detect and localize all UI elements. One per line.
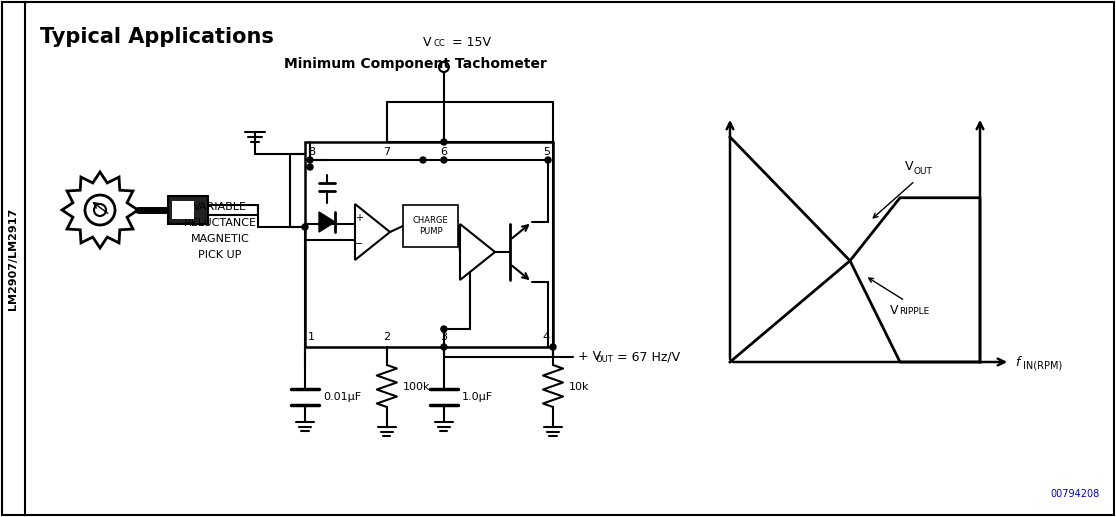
Text: f: f	[1014, 356, 1019, 369]
Circle shape	[441, 344, 446, 350]
Text: VARIABLE: VARIABLE	[193, 202, 247, 212]
Text: CC: CC	[434, 39, 445, 49]
Text: OUT: OUT	[914, 167, 933, 176]
Text: 8: 8	[308, 147, 315, 157]
Text: 10k: 10k	[569, 382, 589, 392]
Circle shape	[441, 326, 446, 332]
Bar	[172, 201, 194, 219]
Text: Minimum Component Tachometer: Minimum Component Tachometer	[283, 57, 547, 71]
Bar	[169, 196, 208, 224]
Text: + V: + V	[578, 351, 602, 363]
Text: 2: 2	[383, 332, 391, 342]
Text: 100k: 100k	[403, 382, 431, 392]
Text: CHARGE
PUMP: CHARGE PUMP	[413, 216, 449, 236]
Text: = 15V: = 15V	[452, 36, 491, 49]
Text: 6: 6	[441, 147, 448, 157]
Text: Typical Applications: Typical Applications	[40, 27, 273, 47]
Text: RELUCTANCE: RELUCTANCE	[183, 218, 257, 228]
Text: 00794208: 00794208	[1051, 489, 1100, 499]
Bar	[305, 142, 554, 347]
Text: 3: 3	[441, 332, 448, 342]
Text: V: V	[423, 36, 432, 49]
Text: MAGNETIC: MAGNETIC	[191, 234, 249, 244]
Circle shape	[441, 157, 446, 163]
Text: OUT: OUT	[596, 356, 614, 364]
Text: 4: 4	[542, 332, 550, 342]
Bar	[403, 205, 458, 247]
Text: +: +	[355, 213, 363, 223]
Circle shape	[441, 139, 446, 145]
Text: = 67 Hz/V: = 67 Hz/V	[613, 351, 680, 363]
Text: 0.01μF: 0.01μF	[323, 392, 362, 402]
Circle shape	[545, 157, 551, 163]
Circle shape	[307, 157, 312, 163]
Polygon shape	[319, 212, 335, 232]
Text: RIPPLE: RIPPLE	[899, 307, 930, 316]
Text: 1: 1	[308, 332, 315, 342]
Circle shape	[302, 224, 308, 230]
Text: PICK UP: PICK UP	[199, 250, 242, 260]
Text: IN(RPM): IN(RPM)	[1023, 360, 1062, 370]
Circle shape	[307, 164, 312, 170]
Text: −: −	[355, 239, 363, 249]
Text: V: V	[889, 304, 898, 317]
Text: V: V	[905, 160, 914, 173]
Circle shape	[550, 344, 556, 350]
Text: 5: 5	[543, 147, 550, 157]
Circle shape	[420, 157, 426, 163]
Text: 1.0μF: 1.0μF	[462, 392, 493, 402]
Text: 7: 7	[383, 147, 391, 157]
Text: LM2907/LM2917: LM2907/LM2917	[8, 208, 18, 310]
